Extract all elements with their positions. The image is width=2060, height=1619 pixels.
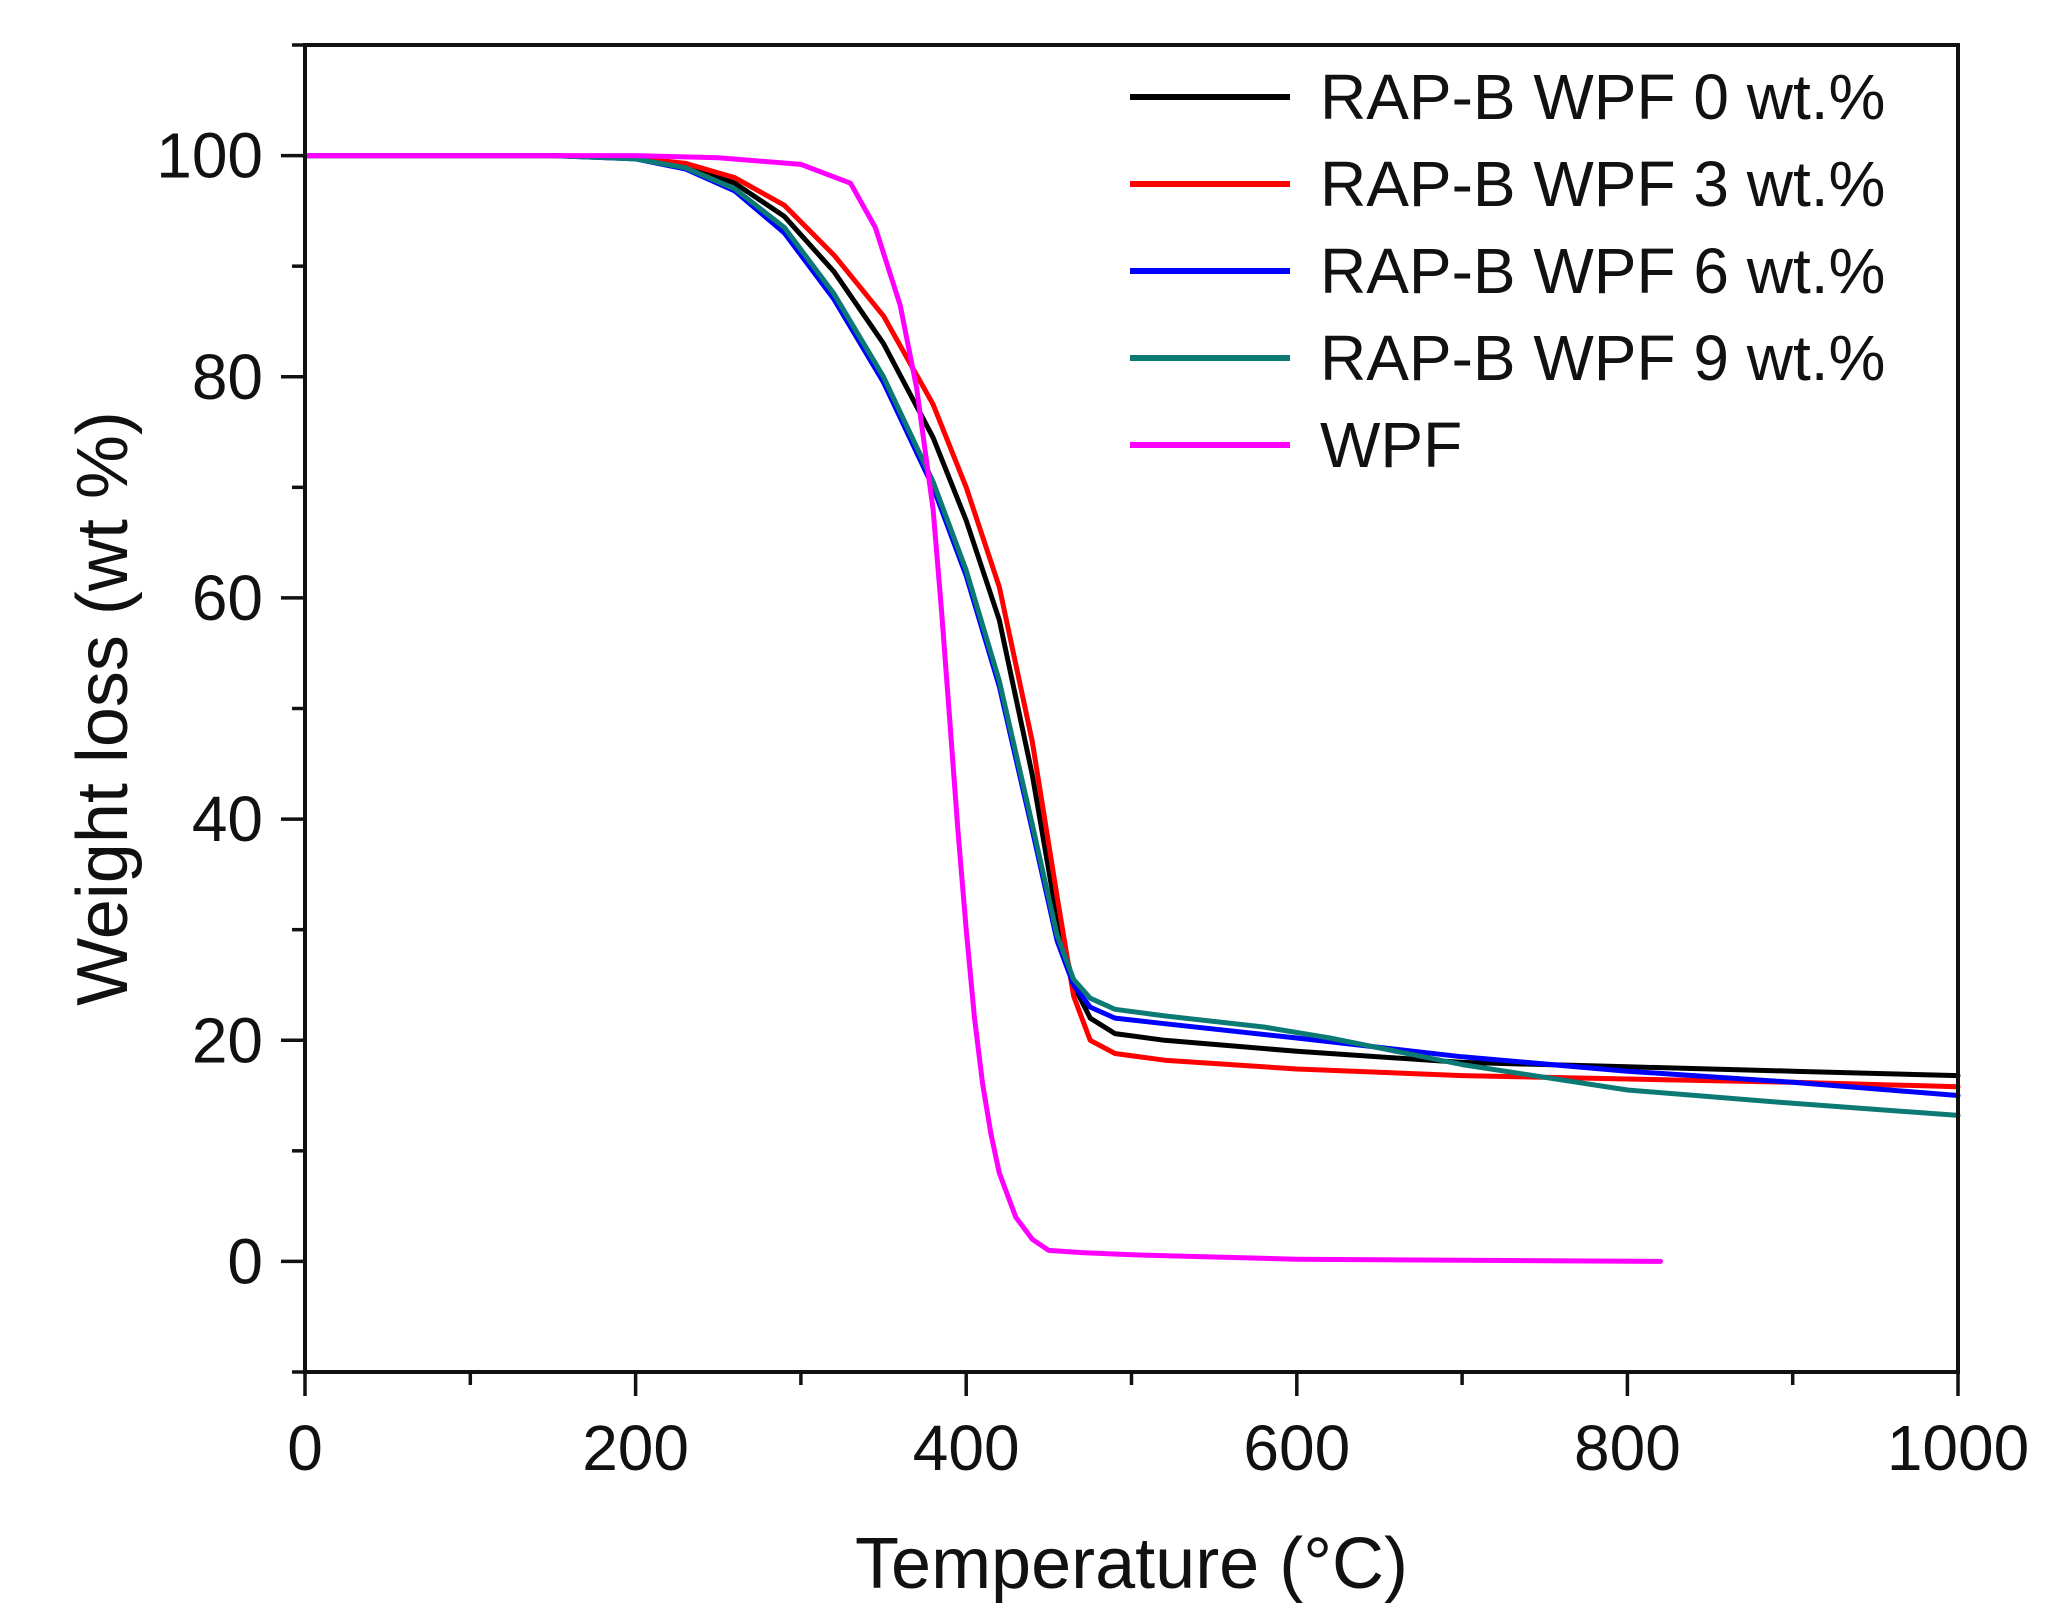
series-line-1 <box>302 153 1961 1079</box>
x-tick-label: 0 <box>287 1412 323 1484</box>
legend-label: RAP-B WPF 0 wt.% <box>1320 61 1885 133</box>
y-tick-label: 0 <box>227 1225 263 1297</box>
tick-label-layer: 0 200 400 600 800 1000 0 20 40 60 80 100 <box>156 120 2029 1484</box>
x-axis-title: Temperature (°C) <box>855 1524 1408 1604</box>
x-tick-label: 600 <box>1243 1412 1350 1484</box>
x-tick-label: 800 <box>1574 1412 1681 1484</box>
y-tick-label: 100 <box>156 120 263 192</box>
y-tick-label: 40 <box>192 783 263 855</box>
tick-layer <box>281 43 1960 1396</box>
series-layer <box>302 153 1961 1264</box>
series-line-2 <box>302 153 1961 1090</box>
y-tick-label: 20 <box>192 1004 263 1076</box>
legend-label: RAP-B WPF 9 wt.% <box>1320 322 1885 394</box>
y-tick-label: 60 <box>192 562 263 634</box>
legend-label: RAP-B WPF 3 wt.% <box>1320 148 1885 220</box>
series-line-4 <box>302 153 1961 1118</box>
x-tick-label: 200 <box>582 1412 689 1484</box>
y-tick-label: 80 <box>192 341 263 413</box>
series-line-5 <box>302 153 1663 1264</box>
y-axis-title: Weight loss (wt %) <box>63 411 143 1006</box>
legend-label: RAP-B WPF 6 wt.% <box>1320 235 1885 307</box>
x-tick-label: 400 <box>913 1412 1020 1484</box>
legend-label: WPF <box>1320 409 1462 481</box>
legend: RAP-B WPF 0 wt.% RAP-B WPF 3 wt.% RAP-B WP… <box>1130 61 1885 481</box>
x-tick-label: 1000 <box>1887 1412 2029 1484</box>
